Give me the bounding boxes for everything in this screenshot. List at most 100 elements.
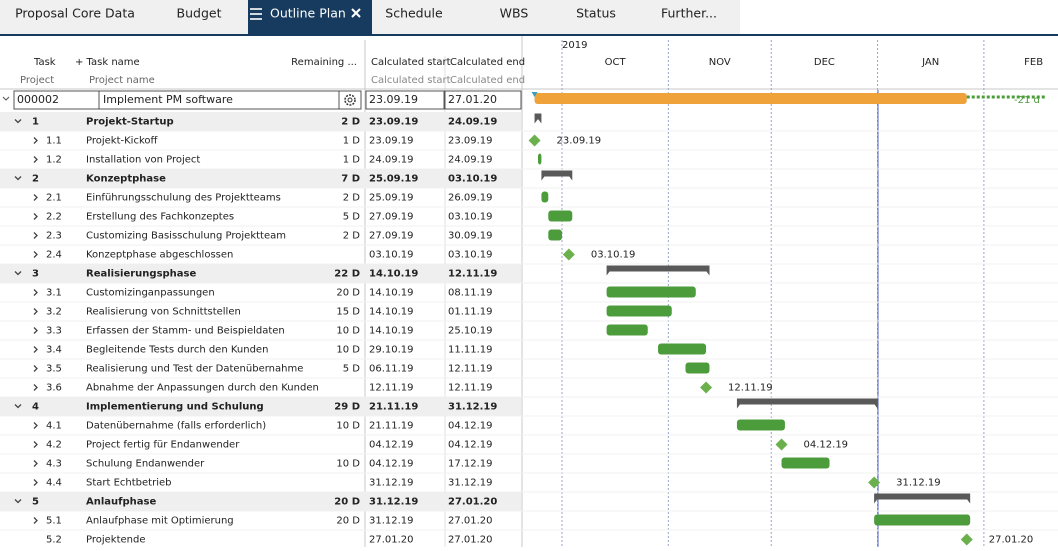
tab[interactable]: Proposal Core Data [15,6,135,21]
task-id: 4.3 [46,459,62,470]
milestone-label: 04.12.19 [804,440,849,451]
task-bar[interactable] [781,457,830,469]
header-calc-start-sub: Calculated start [371,75,451,86]
task-bar[interactable] [685,362,710,374]
task-bar[interactable] [548,229,562,241]
expand-icon[interactable] [33,327,38,334]
task-end: 26.09.19 [448,193,493,204]
milestone [528,134,541,147]
task-id: 2 [32,174,39,185]
tab[interactable]: Further... [661,6,717,21]
task-start: 14.10.19 [369,326,414,337]
task-start: 21.11.19 [369,421,414,432]
task-start: 04.12.19 [369,440,414,451]
expand-icon[interactable] [33,232,38,239]
collapse-icon[interactable] [14,176,22,181]
task-start: 25.09.19 [369,174,418,185]
summary-row-bg [0,397,521,416]
expand-icon[interactable] [33,365,38,372]
tab[interactable]: Status [576,6,616,21]
month-label: DEC [814,57,835,68]
task-remaining: 5 D [343,364,361,375]
task-end: 24.09.19 [448,117,497,128]
expand-icon[interactable] [33,384,38,391]
expand-icon[interactable] [33,213,38,220]
expand-icon[interactable] [33,308,38,315]
tab[interactable]: Budget [177,6,222,21]
task-name: Projektende [86,535,146,546]
collapse-icon[interactable] [14,404,22,409]
task-remaining: 22 D [334,269,360,280]
task-id: 4 [32,402,39,413]
task-remaining: 20 D [336,516,360,527]
expand-icon[interactable] [33,441,38,448]
header-calc-start[interactable]: Calculated start [371,57,451,68]
expand-icon[interactable] [33,479,38,486]
task-name: Implementierung und Schulung [86,402,264,413]
tab[interactable]: WBS [500,6,529,21]
summary-cap [736,404,740,409]
expand-icon[interactable] [33,289,38,296]
task-end: 04.12.19 [448,440,493,451]
task-end: 03.10.19 [448,250,493,261]
task-end: 11.11.19 [448,345,493,356]
task-id: 3.6 [46,383,62,394]
summary-cap [541,176,545,181]
expand-icon[interactable] [33,346,38,353]
expand-icon[interactable] [33,194,38,201]
task-name: Erstellung des Fachkonzeptes [86,212,234,223]
task-id: 3.5 [46,364,62,375]
expand-icon[interactable] [33,137,38,144]
task-bar[interactable] [541,191,549,203]
task-start: 29.10.19 [369,345,414,356]
task-bar[interactable] [606,324,648,336]
task-end: 25.10.19 [448,326,493,337]
summary-row-bg [0,169,521,188]
task-remaining: 10 D [336,345,360,356]
header-calc-end[interactable]: Calculated end [450,57,525,68]
task-bar[interactable] [606,286,696,298]
task-remaining: 10 D [336,421,360,432]
tab[interactable]: Outline Plan [270,6,346,21]
summary-cap [606,271,610,276]
collapse-icon[interactable] [14,499,22,504]
expand-icon[interactable] [33,517,38,524]
task-start: 24.09.19 [369,155,414,166]
summary-row-bg [0,264,521,283]
task-bar[interactable] [548,210,573,222]
close-tab-icon[interactable] [351,8,361,18]
task-remaining: 29 D [334,402,360,413]
milestone-label: 12.11.19 [728,383,773,394]
expand-icon[interactable] [33,422,38,429]
collapse-icon[interactable] [14,271,22,276]
settings-button[interactable] [338,90,362,110]
task-bar[interactable] [658,343,707,355]
task-remaining: 10 D [336,326,360,337]
gear-icon[interactable] [344,94,356,106]
task-bar[interactable] [874,514,971,526]
tab[interactable]: Schedule [385,6,443,21]
task-name: Einführungsschulung des Projektteams [86,193,281,204]
expand-icon[interactable] [33,460,38,467]
expand-icon[interactable] [33,156,38,163]
task-id: 3.2 [46,307,62,318]
header-task-name[interactable]: + Task name [75,57,140,68]
task-bar[interactable] [736,419,785,431]
header-remaining[interactable]: Remaining ... [291,57,357,68]
task-bar[interactable] [537,153,542,165]
task-start: 23.09.19 [369,136,414,147]
collapse-icon[interactable] [14,119,22,124]
header-task[interactable]: Task [33,57,56,68]
task-remaining: 15 D [336,307,360,318]
task-remaining: 2 D [343,193,361,204]
summary-cap [967,499,971,504]
expand-icon[interactable] [33,251,38,258]
task-id: 3.4 [46,345,62,356]
milestone [562,248,575,261]
task-start: 31.12.19 [369,478,414,489]
task-end: 27.01.20 [448,497,497,508]
task-bar[interactable] [606,305,672,317]
collapse-icon[interactable] [2,96,10,101]
task-name: Project fertig für Endanwender [86,440,240,451]
task-id: 1 [32,117,39,128]
